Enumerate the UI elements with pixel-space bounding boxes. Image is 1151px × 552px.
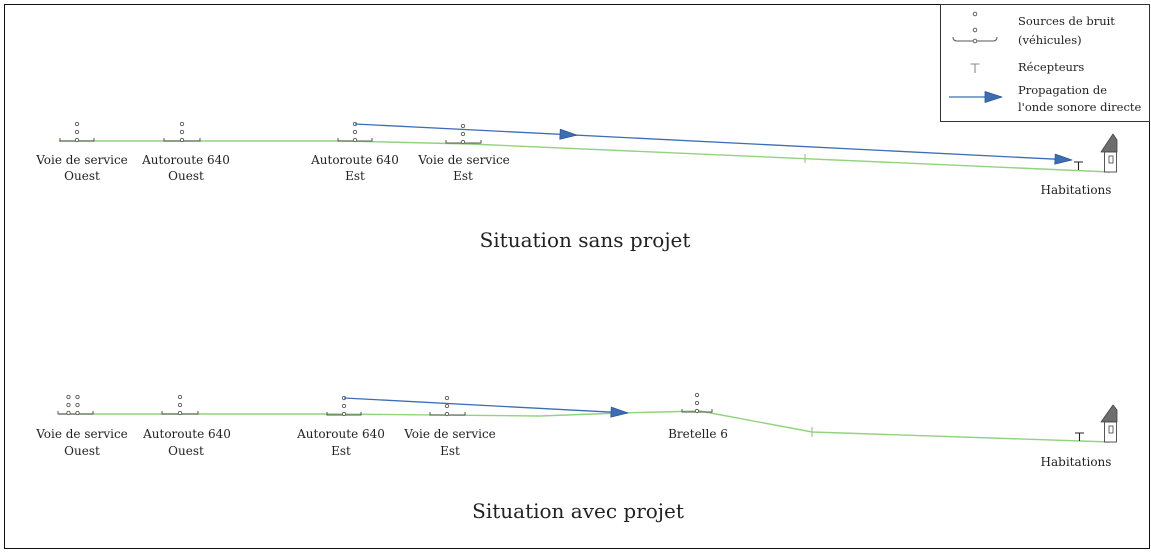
source-label-line2: Ouest <box>64 444 100 458</box>
legend-receptors-label: Récepteurs <box>1018 60 1084 74</box>
vehicle-dot <box>177 394 183 400</box>
arrow-shaft <box>354 123 1057 160</box>
vehicle-dot <box>66 410 71 416</box>
vehicle-dot <box>972 27 978 33</box>
house-roof <box>1100 133 1118 153</box>
noise-source-icon <box>429 395 466 417</box>
roadway-bracket <box>57 411 94 415</box>
legend-sources-label-line1: Sources de bruit <box>1018 14 1115 28</box>
noise-source-icon <box>326 395 362 417</box>
arrow-head <box>610 406 629 418</box>
vehicle-dot <box>75 410 80 416</box>
vehicle-dot <box>179 129 185 135</box>
noise-source-icon <box>952 11 998 44</box>
house-roof <box>1100 404 1118 423</box>
receptor-label: Habitations <box>1041 183 1112 197</box>
noise-source-icon <box>681 392 713 414</box>
source-label-line1: Voie de service <box>35 427 128 441</box>
vehicle-dot <box>352 129 358 135</box>
source-label-line1: Voie de service <box>417 153 510 167</box>
legend-box <box>940 4 1150 122</box>
figure-border <box>4 4 1150 549</box>
house-icon <box>1100 133 1118 173</box>
house-window <box>1108 425 1114 434</box>
source-label-line2: Est <box>440 444 460 458</box>
vehicle-dot <box>694 392 700 398</box>
vehicle-dot <box>460 139 466 145</box>
vehicle-dot <box>74 129 80 135</box>
legend: Sources de bruit (véhicules) Récepteurs … <box>940 4 1150 122</box>
source-label-line1: Bretelle 6 <box>668 427 728 441</box>
arrow-head-mid <box>559 128 578 140</box>
propagation-arrow <box>354 123 1073 165</box>
scenario-avec-projet: Voie de service Ouest Autoroute 640 Oues… <box>35 392 1118 523</box>
vehicle-dot <box>74 121 80 127</box>
vehicle-dot <box>75 394 80 400</box>
source-label-line2: Ouest <box>168 169 204 183</box>
arrow-head <box>1054 153 1073 165</box>
vehicle-dot <box>694 400 700 406</box>
receptor-icon <box>970 63 980 73</box>
vehicle-dot <box>694 408 700 414</box>
noise-source-icon <box>337 121 373 143</box>
source-label-line1: Voie de service <box>35 153 128 167</box>
vehicle-dot <box>972 11 978 17</box>
legend-sources-label-line2: (véhicules) <box>1018 33 1082 47</box>
vehicle-dot <box>75 402 80 408</box>
vehicle-dot <box>179 137 185 143</box>
receptor-label: Habitations <box>1041 455 1112 469</box>
noise-source-icon <box>57 394 94 416</box>
source-label-line1: Autoroute 640 <box>141 153 230 167</box>
propagation-arrow <box>343 397 629 418</box>
house-wall <box>1104 421 1117 443</box>
source-label-line2: Ouest <box>168 444 204 458</box>
house-icon <box>1100 404 1118 443</box>
scenario-sans-projet: Voie de service Ouest Autoroute 640 Oues… <box>35 121 1118 252</box>
source-label-line1: Autoroute 640 <box>296 427 385 441</box>
vehicle-dot <box>74 137 80 143</box>
noise-source-icon <box>445 123 482 145</box>
source-label-line1: Voie de service <box>403 427 496 441</box>
vehicle-dot <box>177 402 183 408</box>
vehicle-dot <box>66 394 71 400</box>
receptor-icon <box>1075 432 1084 441</box>
arrow-head <box>984 91 1003 103</box>
scenario-title: Situation sans projet <box>480 228 691 252</box>
vehicle-dot <box>179 121 185 127</box>
receptor-icon <box>1074 161 1083 170</box>
vehicle-dot <box>972 38 978 44</box>
source-label-line1: Autoroute 640 <box>142 427 231 441</box>
vehicle-dot <box>444 411 450 417</box>
source-label-line2: Est <box>345 169 365 183</box>
vehicle-dot <box>460 123 466 129</box>
arrow-shaft <box>343 397 613 413</box>
source-label-line2: Est <box>331 444 351 458</box>
source-label-line2: Est <box>453 169 473 183</box>
source-label-line2: Ouest <box>64 169 100 183</box>
house-wall <box>1104 151 1117 173</box>
vehicle-dot <box>460 131 466 137</box>
noise-source-icon <box>163 121 201 143</box>
vehicle-dot <box>66 402 71 408</box>
noise-source-icon <box>59 121 95 143</box>
vehicle-dot <box>444 403 450 409</box>
vehicle-dot <box>341 411 347 417</box>
legend-propagation-label-line2: l'onde sonore directe <box>1018 100 1142 114</box>
vehicle-dot <box>341 403 347 409</box>
vehicle-dot <box>444 395 450 401</box>
noise-source-icon <box>161 394 199 416</box>
arrow-icon <box>949 91 1003 103</box>
vehicle-dot <box>177 410 183 416</box>
vehicle-dot <box>352 137 358 143</box>
source-label-line1: Autoroute 640 <box>310 153 399 167</box>
ground-profile <box>59 140 1111 173</box>
scenario-title: Situation avec projet <box>472 499 684 523</box>
house-window <box>1108 155 1114 164</box>
legend-propagation-label-line1: Propagation de <box>1018 83 1107 97</box>
